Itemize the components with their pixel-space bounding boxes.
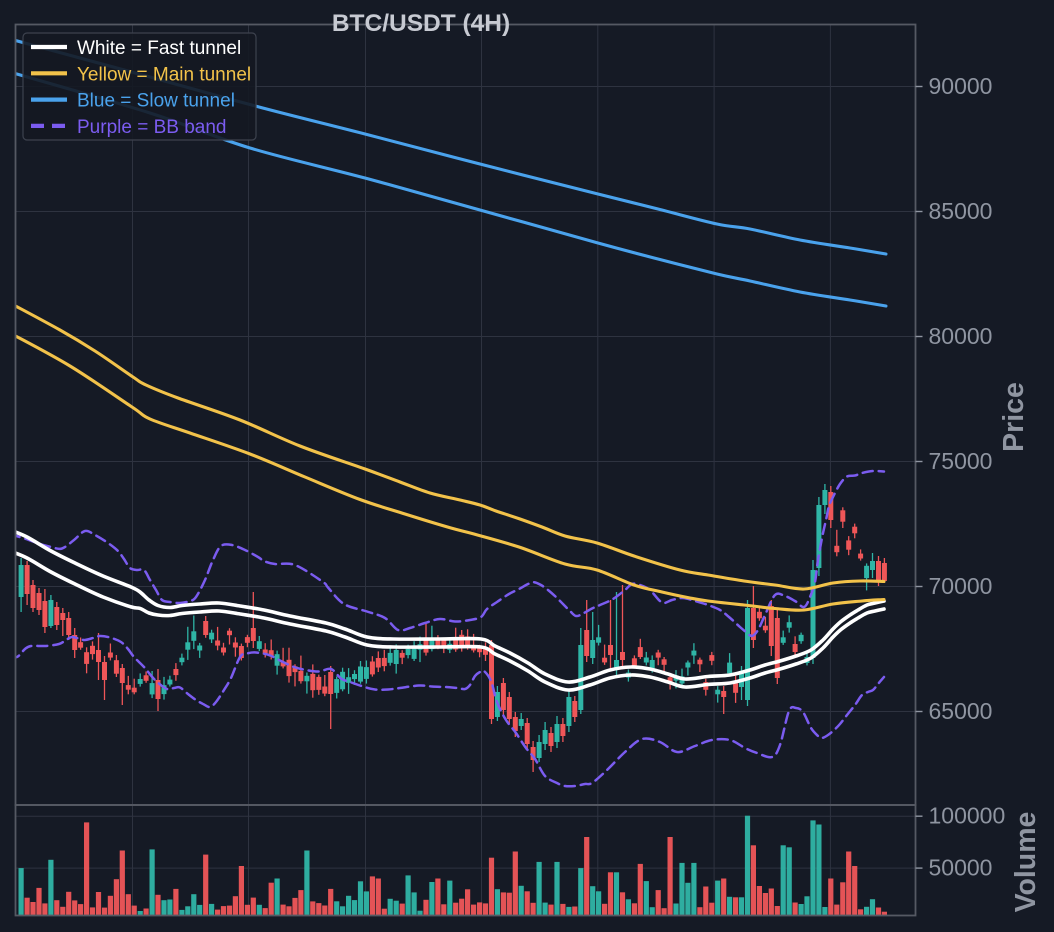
svg-text:70000: 70000	[929, 573, 993, 599]
svg-text:65000: 65000	[929, 698, 993, 724]
svg-text:75000: 75000	[929, 448, 993, 474]
svg-text:BTC/USDT (4H): BTC/USDT (4H)	[332, 10, 510, 37]
svg-text:90000: 90000	[929, 73, 993, 99]
svg-text:50000: 50000	[929, 855, 993, 881]
svg-text:80000: 80000	[929, 323, 993, 349]
svg-text:White = Fast tunnel: White = Fast tunnel	[77, 38, 241, 59]
svg-text:Price: Price	[998, 382, 1030, 452]
svg-text:Volume: Volume	[1010, 812, 1042, 913]
svg-text:Purple = BB band: Purple = BB band	[77, 117, 226, 138]
svg-text:100000: 100000	[929, 803, 1006, 829]
svg-text:Yellow = Main tunnel: Yellow = Main tunnel	[77, 64, 251, 85]
svg-text:Blue = Slow tunnel: Blue = Slow tunnel	[77, 91, 235, 112]
svg-text:85000: 85000	[929, 198, 993, 224]
